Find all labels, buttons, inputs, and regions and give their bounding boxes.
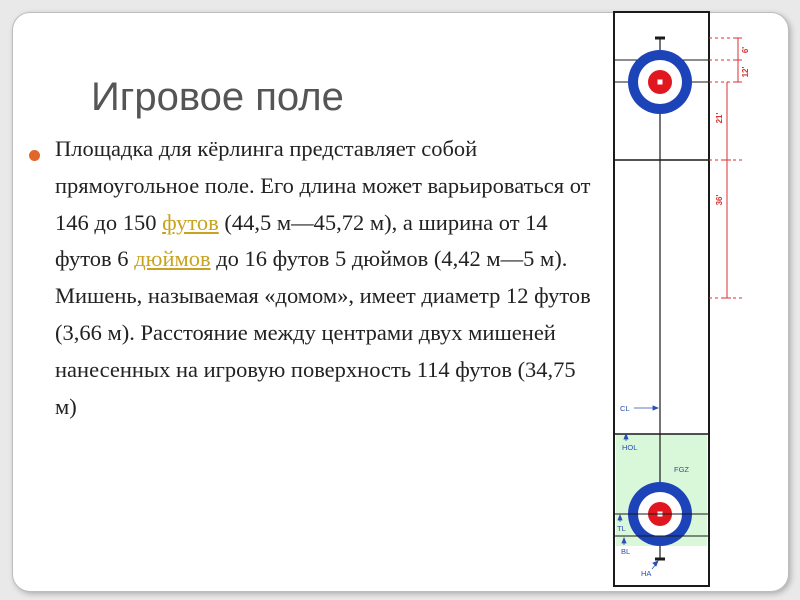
label-tl: TL <box>617 524 626 533</box>
link-feet[interactable]: футов <box>162 209 219 235</box>
label-hol: HOL <box>622 443 637 452</box>
body-text-part3: до 16 футов 5 дюймов (4,42 м—5 м). Мишен… <box>55 246 591 419</box>
label-pointers <box>617 405 660 570</box>
body-text-part2: (44,5 м—45,72 м), а ширина от 14 футов 6 <box>55 209 548 272</box>
dimension-lines <box>723 37 742 299</box>
house-top <box>628 50 692 114</box>
dim-label-36: 36' <box>715 195 724 206</box>
body-text-part1: Площадка для кёрлинга представляет собой… <box>55 136 591 235</box>
label-bl: BL <box>621 547 630 556</box>
slide-title: Игровое поле <box>91 75 344 119</box>
dim-label-21: 21' <box>715 113 724 124</box>
body-text: Площадка для кёрлинга представляет собой… <box>55 131 595 425</box>
dim-label-6: 6' <box>741 47 750 53</box>
dim-label-12: 12' <box>741 67 750 78</box>
sheet-outline <box>613 11 710 587</box>
label-ha: HA <box>641 569 651 578</box>
label-cl: CL <box>620 404 630 413</box>
bullet-icon <box>29 150 40 161</box>
label-fgz: FGZ <box>674 465 689 474</box>
dimension-extension-lines <box>709 37 742 299</box>
curling-sheet-diagram: 6' 12' 21' 36' CL HOL FGZ TL BL HA <box>613 11 750 587</box>
link-inches[interactable]: дюймов <box>134 246 211 272</box>
